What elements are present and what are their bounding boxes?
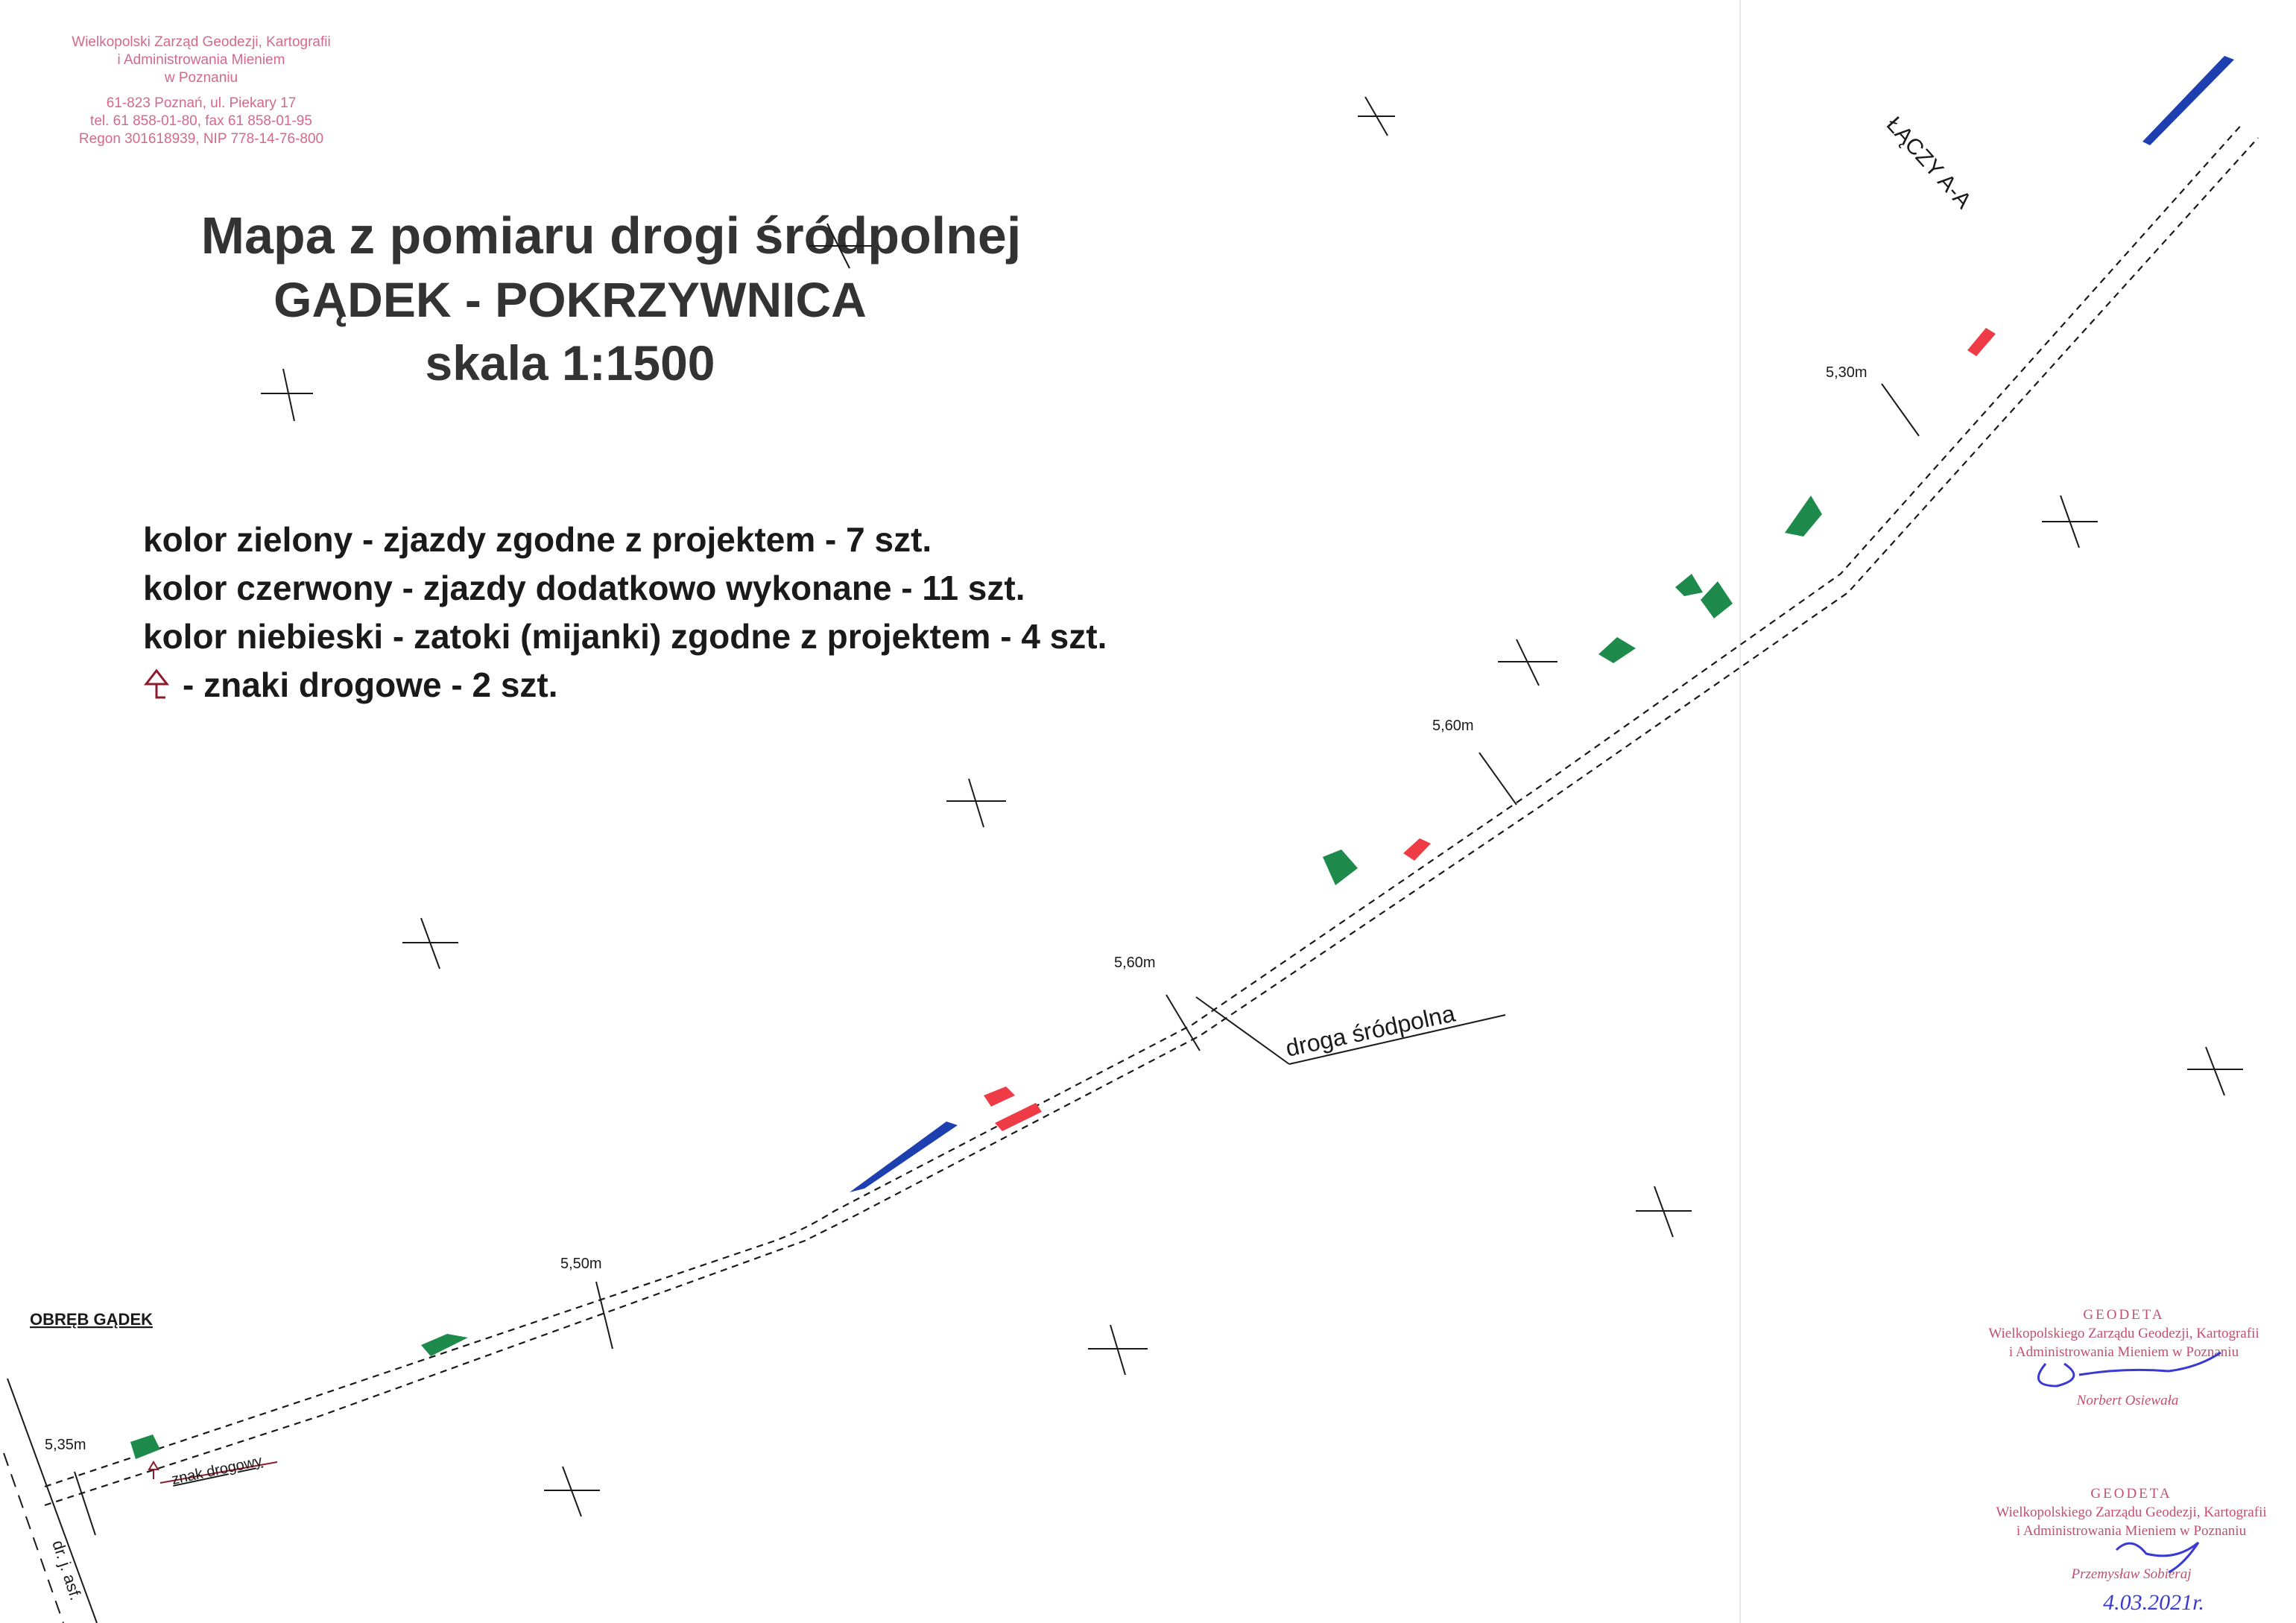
legend-green: kolor zielony - zjazdy zgodne z projekte… bbox=[143, 520, 932, 559]
stamp-line: tel. 61 858-01-80, fax 61 858-01-95 bbox=[90, 113, 312, 129]
width-label: 5,30m bbox=[1826, 364, 1868, 381]
side-road-label: dr. j. asf. bbox=[48, 1538, 85, 1603]
width-label: 5,50m bbox=[560, 1256, 602, 1272]
stamp-line: Wielkopolskiego Zarządu Geodezji, Kartog… bbox=[1988, 1326, 2259, 1341]
stamp-line: Regon 301618939, NIP 778-14-76-800 bbox=[79, 131, 323, 147]
red-driveways bbox=[984, 328, 1996, 1131]
sign-leader-line bbox=[159, 1461, 278, 1484]
stamp-line: i Administrowania Mieniem bbox=[118, 52, 285, 68]
signature-date: 4.03.2021r. bbox=[2103, 1590, 2204, 1615]
surveyor-stamp: GEODETA Wielkopolskiego Zarządu Geodezji… bbox=[1996, 1486, 2266, 1615]
precinct-label: OBRĘB GĄDEK bbox=[30, 1310, 153, 1329]
width-label: 5,35m bbox=[45, 1437, 86, 1453]
field-road bbox=[44, 122, 2259, 1507]
width-label: 5,60m bbox=[1114, 955, 1156, 971]
office-stamp: Wielkopolski Zarząd Geodezji, Kartografi… bbox=[72, 34, 330, 147]
stamp-name: Norbert Osiewała bbox=[2076, 1393, 2179, 1408]
signature bbox=[2037, 1351, 2221, 1388]
signature bbox=[2115, 1541, 2200, 1574]
green-driveways bbox=[130, 496, 1822, 1459]
sign-label: znak drogowy bbox=[170, 1453, 263, 1488]
road-label: droga śródpolna bbox=[1283, 1000, 1458, 1062]
width-ticks bbox=[74, 383, 1920, 1536]
map-title: Mapa z pomiaru drogi śródpolnej bbox=[201, 206, 1022, 265]
road-label-underline bbox=[1288, 1014, 1506, 1065]
stamp-line: Wielkopolski Zarząd Geodezji, Kartografi… bbox=[72, 34, 330, 50]
legend-sign: - znaki drogowe - 2 szt. bbox=[183, 665, 558, 704]
grid-crosses bbox=[261, 96, 2243, 1517]
surveyor-stamp: GEODETA Wielkopolskiego Zarządu Geodezji… bbox=[1988, 1307, 2259, 1408]
connects-label: ŁĄCZY A-A bbox=[1882, 113, 1976, 214]
stamp-name: Przemysław Sobieraj bbox=[2071, 1566, 2192, 1582]
width-label: 5,60m bbox=[1432, 718, 1474, 734]
stamp-line: 61-823 Poznań, ul. Piekary 17 bbox=[107, 95, 297, 111]
stamp-line: i Administrowania Mieniem w Poznaniu bbox=[2009, 1344, 2239, 1360]
side-road bbox=[3, 1378, 98, 1623]
stamp-title: GEODETA bbox=[2083, 1307, 2164, 1323]
map-scale: skala 1:1500 bbox=[425, 335, 715, 390]
road-sign-icon bbox=[143, 668, 170, 699]
legend-blue: kolor niebieski - zatoki (mijanki) zgodn… bbox=[143, 617, 1107, 656]
blue-passing-bays bbox=[850, 56, 2234, 1192]
stamp-line: w Poznaniu bbox=[164, 70, 238, 86]
map-subtitle: GĄDEK - POKRZYWNICA bbox=[273, 272, 867, 327]
legend-red: kolor czerwony - zjazdy dodatkowo wykona… bbox=[143, 569, 1025, 607]
road-leader-line bbox=[1195, 996, 1290, 1065]
stamp-line: Wielkopolskiego Zarządu Geodezji, Kartog… bbox=[1996, 1505, 2266, 1520]
stamp-title: GEODETA bbox=[2090, 1486, 2172, 1502]
stamp-line: i Administrowania Mieniem w Poznaniu bbox=[2017, 1523, 2247, 1539]
road-sign-icon bbox=[148, 1461, 159, 1479]
